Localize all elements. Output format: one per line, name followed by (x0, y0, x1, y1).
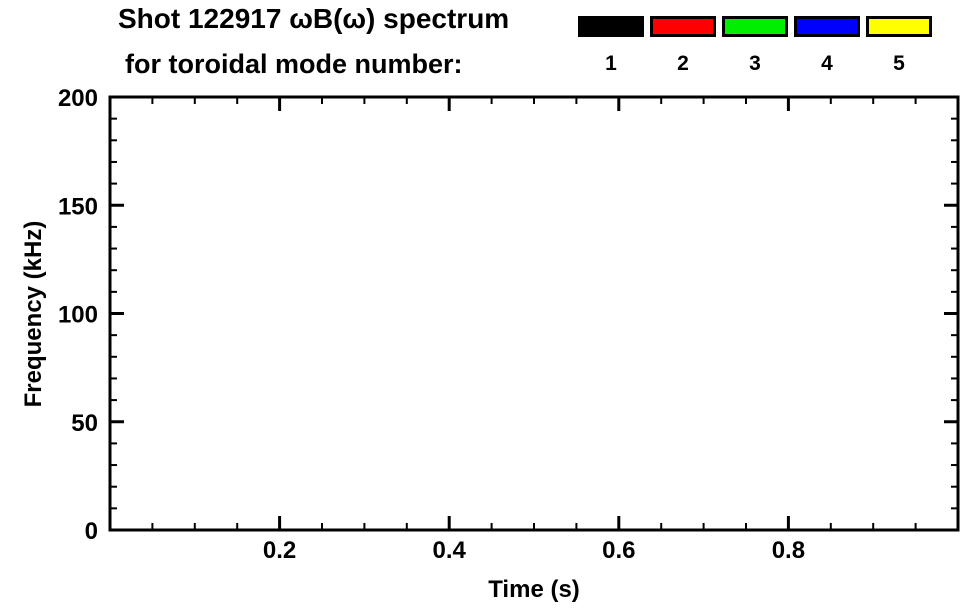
legend-label-mode-1: 1 (605, 52, 617, 75)
y-tick-label: 50 (71, 410, 98, 437)
x-tick-label: 0.8 (772, 537, 805, 564)
legend-label-mode-5: 5 (893, 52, 905, 75)
x-tick-label: 0.4 (433, 537, 467, 564)
legend-label-mode-4: 4 (821, 52, 833, 75)
chart-subtitle: for toroidal mode number: (125, 49, 463, 79)
legend-swatches (578, 16, 932, 37)
y-tick-label: 100 (58, 302, 98, 329)
plot-frame (108, 95, 960, 532)
y-tick-label: 0 (85, 518, 98, 545)
legend-swatch-mode-1 (578, 16, 644, 37)
y-axis-label: Frequency (kHz) (20, 220, 47, 408)
x-tick-label: 0.6 (602, 537, 635, 564)
y-tick-label: 150 (58, 193, 98, 220)
legend-labels: 1 2 3 4 5 (578, 52, 932, 76)
x-tick-label: 0.2 (263, 537, 296, 564)
x-axis-label: Time (s) (488, 576, 580, 603)
legend-label-mode-2: 2 (677, 52, 689, 75)
y-tick-label: 200 (58, 85, 98, 112)
legend-swatch-mode-2 (650, 16, 716, 37)
legend-swatch-mode-4 (794, 16, 860, 37)
legend-label-mode-3: 3 (749, 52, 761, 75)
chart-title: Shot 122917 ωB(ω) spectrum (118, 3, 510, 34)
legend-swatch-mode-3 (722, 16, 788, 37)
legend-swatch-mode-5 (866, 16, 932, 37)
